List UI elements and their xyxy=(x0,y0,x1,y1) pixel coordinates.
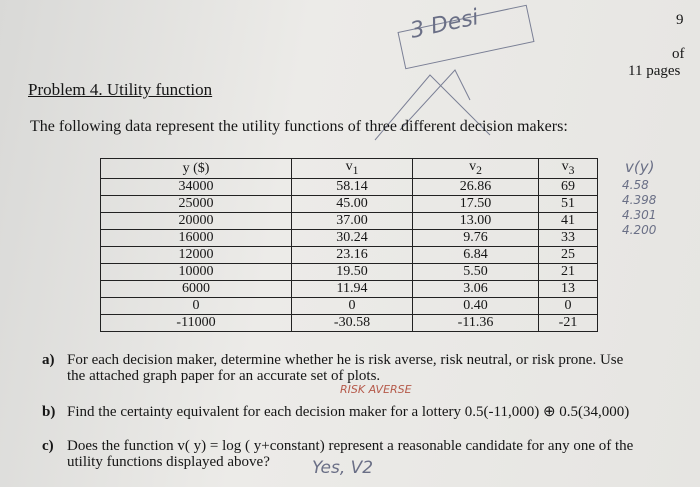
table-cell: 0.40 xyxy=(412,296,539,315)
table-row: 16000 30.24 9.76 33 xyxy=(100,228,598,247)
table-cell: 58.14 xyxy=(291,177,413,196)
header-text: y ($) xyxy=(182,160,210,176)
handwritten-answer: RISK AVERSE xyxy=(340,383,412,396)
table-cell: 16000 xyxy=(100,228,292,247)
table-cell: 3.06 xyxy=(412,279,539,298)
table-row: 6000 11.94 3.06 13 xyxy=(100,279,598,298)
handwritten-number: 4.398 xyxy=(622,193,657,207)
header-subscript: 1 xyxy=(352,163,359,177)
table-cell: 10000 xyxy=(100,262,292,281)
table-cell: 25000 xyxy=(100,194,292,213)
header-cell: v1 xyxy=(291,158,413,179)
table-cell: 30.24 xyxy=(291,228,413,247)
table-cell: 23.16 xyxy=(291,245,413,264)
table-cell: 69 xyxy=(538,177,598,196)
question-line: b) Find the certainty equivalent for each… xyxy=(42,404,629,420)
table-cell: 45.00 xyxy=(291,194,413,213)
table-cell: 21 xyxy=(538,262,598,281)
question-text: For each decision maker, determine wheth… xyxy=(67,352,624,368)
handwritten-number: 4.58 xyxy=(622,178,649,192)
handwritten-number: 4.301 xyxy=(622,208,657,222)
table-cell: 0 xyxy=(538,296,598,315)
table-cell: 6000 xyxy=(100,279,292,298)
table-cell: 37.00 xyxy=(291,211,413,230)
header-subscript: 2 xyxy=(476,163,482,177)
table-cell: 9.76 xyxy=(412,228,539,247)
question-line: c) Does the function v( y) = log ( y+cons… xyxy=(42,438,633,454)
table-cell: 17.50 xyxy=(412,194,539,213)
table-cell: -11.36 xyxy=(412,313,539,332)
table-row: 12000 23.16 6.84 25 xyxy=(100,245,598,264)
table-cell: 13 xyxy=(538,279,598,298)
question: b) Find the certainty equivalent for each… xyxy=(42,404,629,420)
handwritten-note: v(y) xyxy=(625,158,655,176)
table-cell: 26.86 xyxy=(412,177,539,196)
table-cell: 20000 xyxy=(100,211,292,230)
handwritten-notes: 4.58 4.398 4.301 4.200 xyxy=(622,178,656,238)
table-cell: -21 xyxy=(538,313,598,332)
table-cell: 12000 xyxy=(100,245,292,264)
header-text: v xyxy=(345,159,353,174)
table-row: 34000 58.14 26.86 69 xyxy=(100,177,598,196)
header-text: v xyxy=(469,159,477,174)
header-cell: y ($) xyxy=(100,158,292,179)
question: c) Does the function v( y) = log ( y+cons… xyxy=(42,438,633,470)
page-of: of xyxy=(672,46,685,62)
question-line: a) For each decision maker, determine whe… xyxy=(42,352,623,368)
table-row: -11000 -30.58 -11.36 -21 xyxy=(100,313,598,332)
table-cell: 19.50 xyxy=(291,262,413,281)
header-text: v xyxy=(561,159,569,174)
question-text: the attached graph paper for an accurate… xyxy=(67,368,381,384)
table-row: 25000 45.00 17.50 51 xyxy=(100,194,598,213)
header-cell: v3 xyxy=(538,158,598,179)
table-cell: 0 xyxy=(291,296,413,315)
header-row: y ($) v1 v2 v3 xyxy=(100,158,598,179)
page-number: 9 xyxy=(676,12,684,28)
question-label: b) xyxy=(42,404,56,420)
table-cell: 25 xyxy=(538,245,598,264)
question-label: a) xyxy=(42,352,55,368)
data-table: y ($) v1 v2 v3 34000 58.14 26.86 69 25000 45.00 17… xyxy=(100,158,598,332)
question-text: Find the certainty equivalent for each d… xyxy=(67,404,630,420)
table-cell: 11.94 xyxy=(291,279,413,298)
table-cell: 34000 xyxy=(100,177,292,196)
page-count: 11 pages xyxy=(628,63,681,79)
question: a) For each decision maker, determine whe… xyxy=(42,352,623,384)
question-text: utility functions displayed above? xyxy=(67,454,270,470)
table-cell: 51 xyxy=(538,194,598,213)
handwritten-answer: Yes, V2 xyxy=(312,458,374,478)
question-text: Does the function v( y) = log ( y+consta… xyxy=(67,438,634,454)
table-cell: -30.58 xyxy=(291,313,413,332)
table-cell: 6.84 xyxy=(412,245,539,264)
table-cell: 0 xyxy=(100,296,292,315)
pen-stroke xyxy=(399,69,471,131)
header-cell: v2 xyxy=(412,158,539,179)
handwritten-number: 4.200 xyxy=(622,223,657,237)
question-label: c) xyxy=(42,438,54,454)
table-cell: 13.00 xyxy=(412,211,539,230)
table-row: 0 0 0.40 0 xyxy=(100,296,598,315)
problem-title: Problem 4. Utility function xyxy=(28,80,213,99)
table-row: 10000 19.50 5.50 21 xyxy=(100,262,598,281)
table-cell: 5.50 xyxy=(412,262,539,281)
problem-intro: The following data represent the utility… xyxy=(30,118,568,135)
table-row: 20000 37.00 13.00 41 xyxy=(100,211,598,230)
table-cell: 33 xyxy=(538,228,598,247)
table-cell: 41 xyxy=(538,211,598,230)
table-cell: -11000 xyxy=(100,313,292,332)
pen-stroke xyxy=(374,74,491,141)
header-subscript: 3 xyxy=(568,163,575,177)
